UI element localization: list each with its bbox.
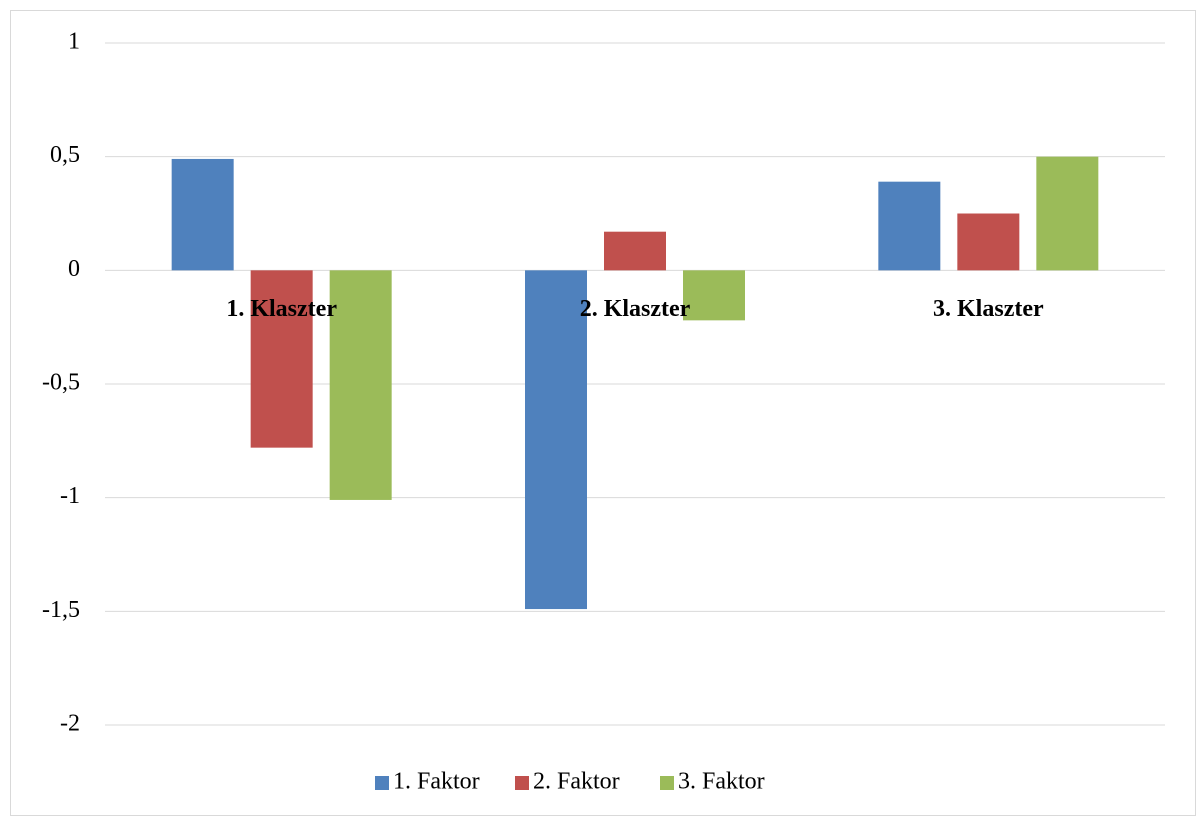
x-tick-label: 2. Klaszter xyxy=(580,296,691,322)
y-tick-label: -0,5 xyxy=(42,370,80,396)
bar xyxy=(250,270,313,448)
bar xyxy=(525,270,587,610)
x-tick-label: 1. Klaszter xyxy=(226,296,337,322)
bar xyxy=(957,213,1020,271)
bar xyxy=(683,270,745,321)
bar xyxy=(329,270,392,500)
legend-swatch xyxy=(660,776,674,790)
legend-swatch xyxy=(515,776,529,790)
chart-frame xyxy=(10,10,1196,816)
legend-label: 1. Faktor xyxy=(393,769,480,795)
legend-label: 3. Faktor xyxy=(678,769,765,795)
bar xyxy=(171,158,234,271)
y-tick-label: -1 xyxy=(60,483,80,509)
x-tick-label: 3. Klaszter xyxy=(933,296,1044,322)
legend-label: 2. Faktor xyxy=(533,769,620,795)
legend-swatch xyxy=(375,776,389,790)
y-tick-label: 0,5 xyxy=(50,142,80,168)
y-tick-label: -2 xyxy=(60,711,80,737)
bar xyxy=(604,231,666,271)
y-tick-label: 1 xyxy=(68,29,80,55)
bar xyxy=(878,181,941,271)
bar xyxy=(1036,156,1099,271)
y-tick-label: 0 xyxy=(68,256,80,282)
y-tick-label: -1,5 xyxy=(42,597,80,623)
